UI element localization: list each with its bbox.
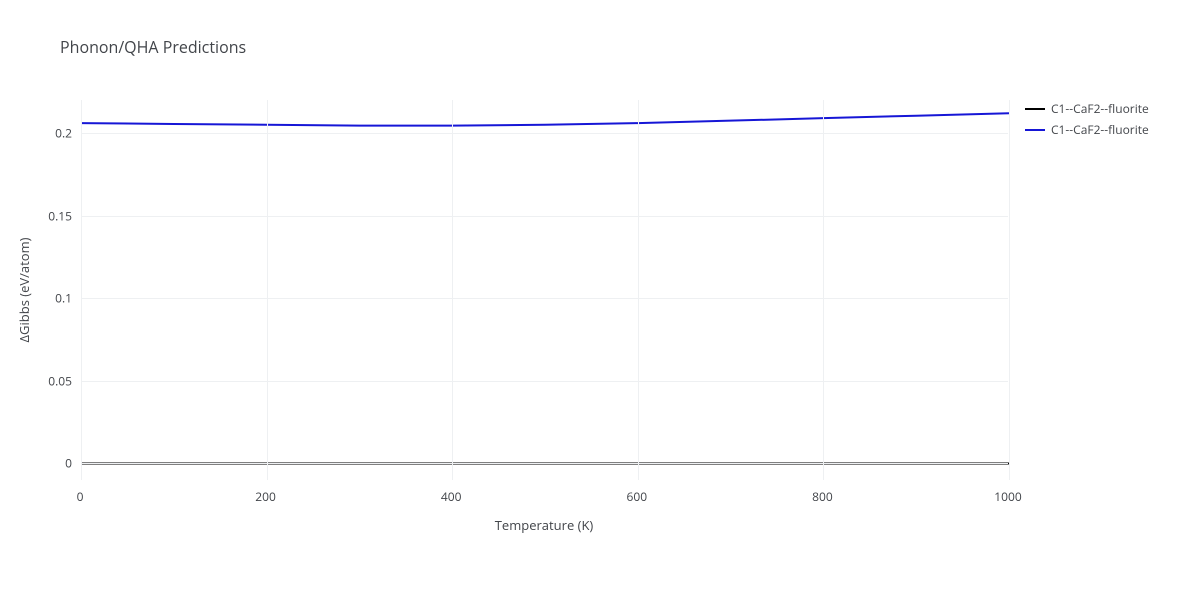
x-tick-label: 0 bbox=[77, 488, 84, 505]
x-tick-label: 1000 bbox=[994, 488, 1021, 505]
legend-swatch bbox=[1025, 129, 1045, 131]
y-tick-label: 0.1 bbox=[55, 290, 72, 307]
legend-item-0[interactable]: C1--CaF2--fluorite bbox=[1025, 100, 1149, 117]
grid-horizontal bbox=[81, 381, 1008, 382]
grid-vertical bbox=[267, 100, 268, 480]
chart-title: Phonon/QHA Predictions bbox=[60, 36, 246, 58]
y-tick-label: 0.15 bbox=[48, 207, 72, 224]
legend-swatch bbox=[1025, 108, 1045, 110]
grid-vertical bbox=[638, 100, 639, 480]
grid-vertical bbox=[81, 100, 82, 480]
grid-vertical bbox=[1009, 100, 1010, 480]
y-tick-label: 0.05 bbox=[48, 372, 72, 389]
y-tick-label: 0.2 bbox=[55, 125, 72, 142]
x-axis-title: Temperature (K) bbox=[495, 516, 594, 534]
chart-svg bbox=[81, 100, 1008, 480]
legend: C1--CaF2--fluorite C1--CaF2--fluorite bbox=[1025, 100, 1149, 142]
x-tick-label: 200 bbox=[255, 488, 276, 505]
legend-label: C1--CaF2--fluorite bbox=[1051, 121, 1149, 138]
grid-horizontal bbox=[81, 463, 1008, 464]
legend-item-1[interactable]: C1--CaF2--fluorite bbox=[1025, 121, 1149, 138]
legend-label: C1--CaF2--fluorite bbox=[1051, 100, 1149, 117]
y-axis-title: ΔGibbs (eV/atom) bbox=[15, 238, 33, 343]
x-tick-label: 400 bbox=[441, 488, 462, 505]
series-line-1[interactable] bbox=[81, 113, 1009, 125]
grid-vertical bbox=[823, 100, 824, 480]
grid-horizontal bbox=[81, 133, 1008, 134]
grid-horizontal bbox=[81, 298, 1008, 299]
grid-horizontal bbox=[81, 216, 1008, 217]
y-tick-label: 0 bbox=[65, 455, 72, 472]
plot-area[interactable] bbox=[80, 100, 1008, 480]
grid-vertical bbox=[452, 100, 453, 480]
x-tick-label: 800 bbox=[812, 488, 833, 505]
x-tick-label: 600 bbox=[627, 488, 648, 505]
